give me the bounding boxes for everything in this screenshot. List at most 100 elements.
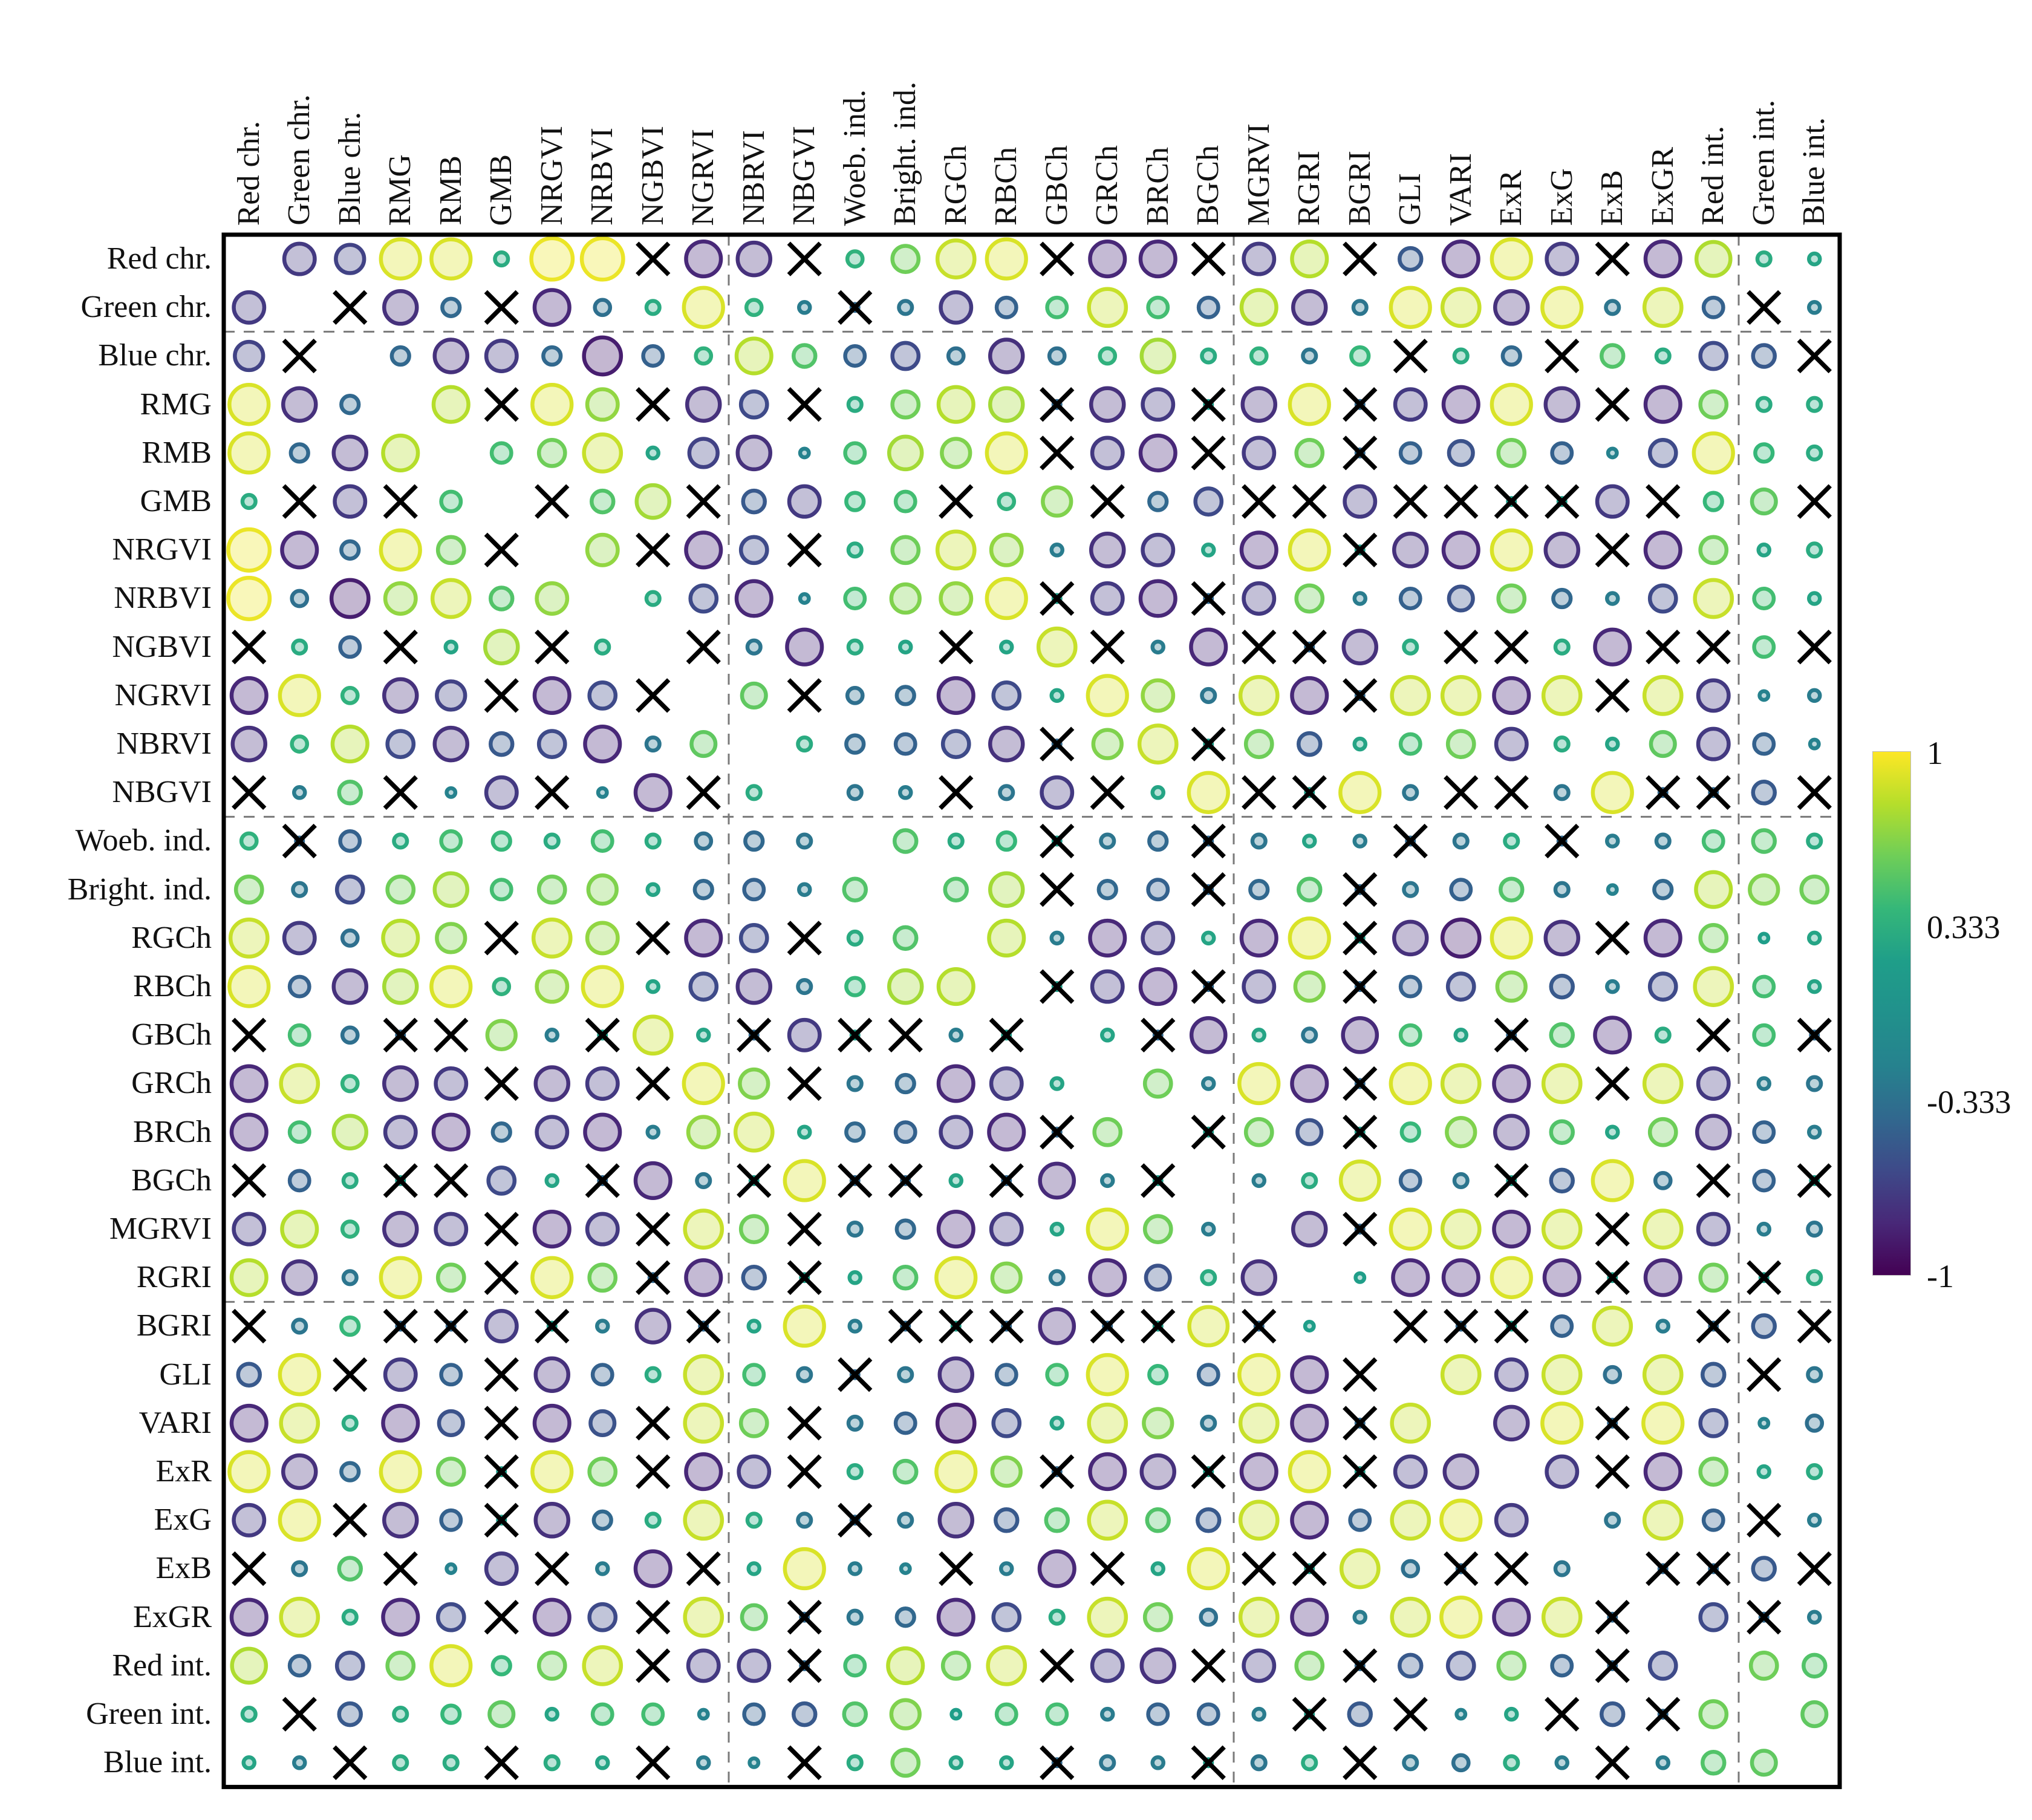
corr-cell xyxy=(439,1508,463,1532)
corr-cell xyxy=(846,1075,864,1092)
x-mark-stroke xyxy=(1090,1551,1125,1587)
x-mark-stroke xyxy=(1646,1551,1681,1587)
corr-cell xyxy=(1049,1415,1064,1431)
x-mark-stroke xyxy=(484,1502,519,1538)
x-mark-stroke xyxy=(535,1551,570,1587)
corr-cell xyxy=(291,638,308,656)
corr-cell xyxy=(846,541,864,559)
x-mark-stroke xyxy=(939,630,974,665)
corr-cell xyxy=(894,1218,916,1240)
corr-cell xyxy=(334,243,366,275)
corr-cell xyxy=(1647,1651,1678,1681)
x-mark-stroke xyxy=(333,1502,368,1538)
corr-cell xyxy=(1249,346,1269,366)
corr-cell xyxy=(1756,1076,1771,1091)
x-mark-stroke xyxy=(787,921,822,956)
x-mark-stroke xyxy=(1343,1357,1378,1392)
corr-cell xyxy=(1398,974,1422,999)
corr-cell xyxy=(847,1561,862,1576)
corr-cell xyxy=(429,237,473,281)
corr-cell xyxy=(797,1124,812,1140)
corr-cell xyxy=(1490,237,1533,281)
corr-cell xyxy=(741,488,767,515)
corr-cell xyxy=(1553,638,1571,656)
corr-cell xyxy=(1045,1363,1069,1387)
x-mark-stroke xyxy=(535,775,570,810)
corr-cell xyxy=(1439,1498,1483,1542)
corr-cell xyxy=(489,441,513,465)
x-mark-stroke xyxy=(1191,241,1226,276)
corr-cell xyxy=(898,785,913,800)
corr-cell xyxy=(287,1120,311,1144)
corr-cell xyxy=(536,874,567,905)
corr-cell xyxy=(688,583,719,614)
corr-cell xyxy=(1499,876,1525,902)
corr-cell xyxy=(1338,771,1382,814)
x-mark-stroke xyxy=(1646,775,1681,810)
corr-cell xyxy=(994,1363,1018,1387)
x-mark-stroke xyxy=(989,1163,1024,1198)
corr-cell xyxy=(986,1645,1027,1686)
x-mark-stroke xyxy=(1747,1502,1782,1538)
x-mark-stroke xyxy=(787,1454,822,1489)
x-mark-stroke xyxy=(333,1745,368,1780)
x-mark-stroke xyxy=(282,338,317,374)
corr-cell xyxy=(745,638,763,656)
x-mark-stroke xyxy=(1040,823,1075,859)
corr-cell xyxy=(846,396,864,413)
corr-cell xyxy=(281,1259,318,1296)
corr-cell xyxy=(1239,1452,1278,1492)
corr-cell xyxy=(797,882,812,897)
corr-cell xyxy=(339,394,361,416)
corr-cell xyxy=(383,581,418,616)
corr-cell xyxy=(937,1356,974,1393)
corr-cell xyxy=(644,1512,662,1529)
corr-cell xyxy=(998,784,1015,801)
x-mark-stroke xyxy=(1747,1260,1782,1295)
x-mark-stroke xyxy=(383,484,418,519)
row-label: BGCh xyxy=(131,1163,212,1198)
corr-cell xyxy=(288,442,310,464)
x-mark-stroke xyxy=(1545,823,1580,859)
corr-cell xyxy=(1092,1117,1123,1147)
corr-cell xyxy=(792,1701,818,1727)
corr-cell xyxy=(1807,300,1822,315)
corr-cell xyxy=(686,1115,721,1150)
corr-cell xyxy=(1605,1124,1620,1140)
corr-cell xyxy=(389,345,411,367)
x-mark-stroke xyxy=(787,532,822,567)
corr-cell xyxy=(694,346,714,366)
corr-cell xyxy=(1642,675,1684,716)
corr-cell xyxy=(1603,1365,1623,1385)
corr-cell xyxy=(382,1502,419,1539)
corr-cell xyxy=(544,1028,559,1043)
corr-cell xyxy=(1251,1706,1266,1722)
corr-cell xyxy=(230,1646,269,1685)
corr-cell xyxy=(1440,1063,1482,1104)
corr-cell xyxy=(1049,1221,1064,1237)
corr-cell xyxy=(1696,1212,1731,1247)
x-mark-stroke xyxy=(1393,1308,1428,1344)
x-mark-stroke xyxy=(383,775,418,810)
corr-cell xyxy=(1449,878,1473,902)
row-label: GLI xyxy=(159,1357,212,1392)
corr-cell xyxy=(740,1603,768,1631)
corr-cell xyxy=(1288,1450,1331,1493)
corr-cell xyxy=(1693,966,1734,1007)
corr-cell xyxy=(1139,1453,1176,1490)
corr-cell xyxy=(340,1025,360,1045)
corr-cell xyxy=(1238,1403,1280,1444)
corr-cell xyxy=(1504,1706,1519,1722)
x-mark-stroke xyxy=(1040,872,1075,907)
corr-cell xyxy=(379,237,422,281)
corr-cell xyxy=(634,483,671,520)
corr-cell xyxy=(1643,530,1682,570)
corr-cell xyxy=(582,432,624,474)
corr-cell xyxy=(531,918,573,959)
corr-cell xyxy=(229,1403,269,1443)
corr-cell xyxy=(1447,439,1475,467)
x-mark-stroke xyxy=(1797,1017,1832,1052)
x-mark-stroke xyxy=(383,1551,418,1587)
corr-cell xyxy=(684,1452,723,1492)
corr-cell xyxy=(1146,295,1170,319)
